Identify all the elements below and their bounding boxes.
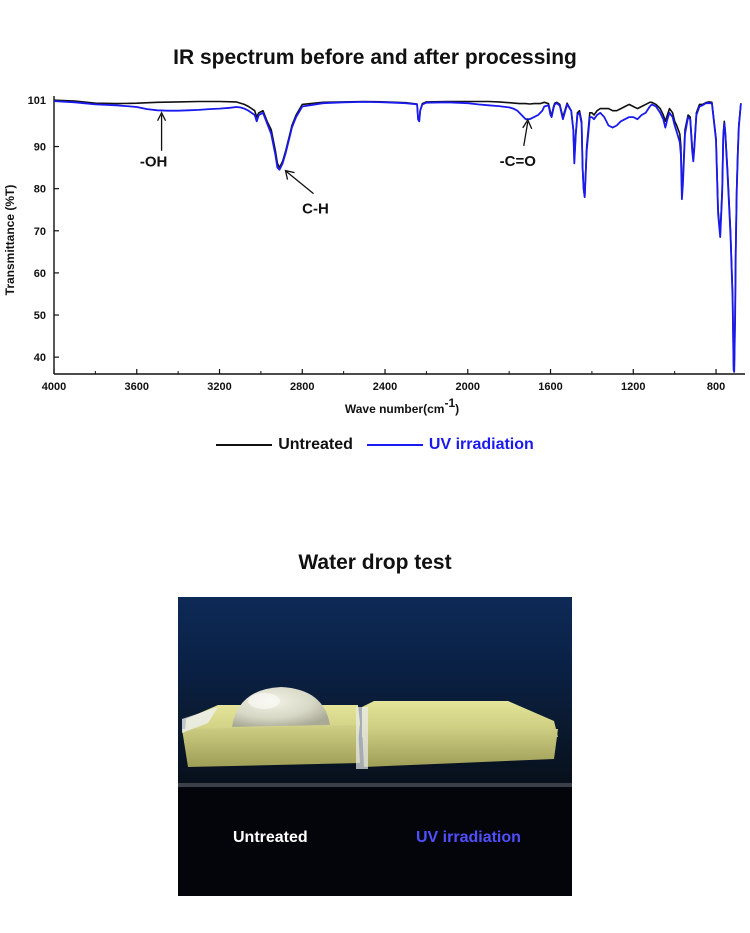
photo-label-uv: UV irradiation (416, 829, 521, 846)
legend-swatch-untreated (216, 444, 273, 446)
legend-label-untreated: Untreated (278, 436, 353, 453)
x-tick-label-3200: 3200 (207, 381, 231, 393)
chart-axes (53, 96, 745, 375)
annotation-arrowhead-ch (284, 169, 295, 180)
y-axis-label: Transmittance (%T) (3, 185, 17, 296)
y-tick-label-90: 90 (34, 142, 46, 154)
x-tick-label-3600: 3600 (125, 381, 149, 393)
y-tick-label-70: 70 (34, 226, 46, 238)
x-tick-label-800: 800 (707, 381, 725, 393)
x-tick-label-1200: 1200 (621, 381, 645, 393)
series-line-untreated (53, 99, 742, 371)
annotation-label-co: -C=O (500, 153, 537, 170)
x-axis-label-main: Wave number(cm (345, 402, 445, 416)
y-tick-label-101: 101 (28, 95, 46, 107)
series-line-uv-irradiation (53, 100, 742, 373)
y-tick-label-40: 40 (34, 352, 46, 364)
chart-series (53, 99, 742, 373)
x-tick-label-2800: 2800 (290, 381, 314, 393)
annotation-arrowhead-oh (156, 111, 167, 122)
legend-item-uv: UV irradiation (366, 436, 534, 454)
annotation-label-ch: C-H (302, 201, 329, 218)
photo-label-untreated: Untreated (233, 829, 308, 846)
water-drop-photo: Untreated UV irradiation (178, 597, 572, 896)
uv-slab-front (362, 727, 558, 767)
untreated-slab-front (182, 725, 360, 767)
x-tick-label-4000: 4000 (42, 381, 66, 393)
ir-spectrum-chart: 4000 3600 3200 2800 2400 2000 1600 1200 800 101 90… (3, 95, 745, 416)
ir-chart-title: IR spectrum before and after processing (173, 46, 577, 69)
chart-ticks: 4000 3600 3200 2800 2400 2000 1600 1200 800 101 90… (28, 95, 726, 393)
legend-label-uv: UV irradiation (428, 436, 534, 453)
x-tick-label-2400: 2400 (373, 381, 397, 393)
y-tick-label-50: 50 (34, 310, 46, 322)
chart-annotations: -OH C-H -C=O (140, 111, 537, 218)
y-tick-label-60: 60 (34, 268, 46, 280)
y-tick-label-80: 80 (34, 184, 46, 196)
x-axis-label-close: ) (455, 402, 459, 416)
annotation-arrowhead-co (522, 118, 533, 130)
annotation-label-oh: -OH (140, 154, 168, 171)
x-tick-label-1600: 1600 (538, 381, 562, 393)
water-drop-title: Water drop test (298, 551, 452, 574)
annotation-arrow-co (523, 121, 529, 147)
x-tick-label-2000: 2000 (456, 381, 480, 393)
x-axis-label: Wave number(cm-1) (345, 396, 459, 416)
legend-item-untreated: Untreated (216, 436, 353, 454)
legend-swatch-uv (366, 444, 423, 446)
annotation-arrow-ch (286, 171, 314, 195)
water-drop-illustration (178, 597, 572, 896)
x-axis-label-sup: -1 (444, 396, 455, 410)
chart-legend: Untreated UV irradiation (0, 436, 750, 454)
